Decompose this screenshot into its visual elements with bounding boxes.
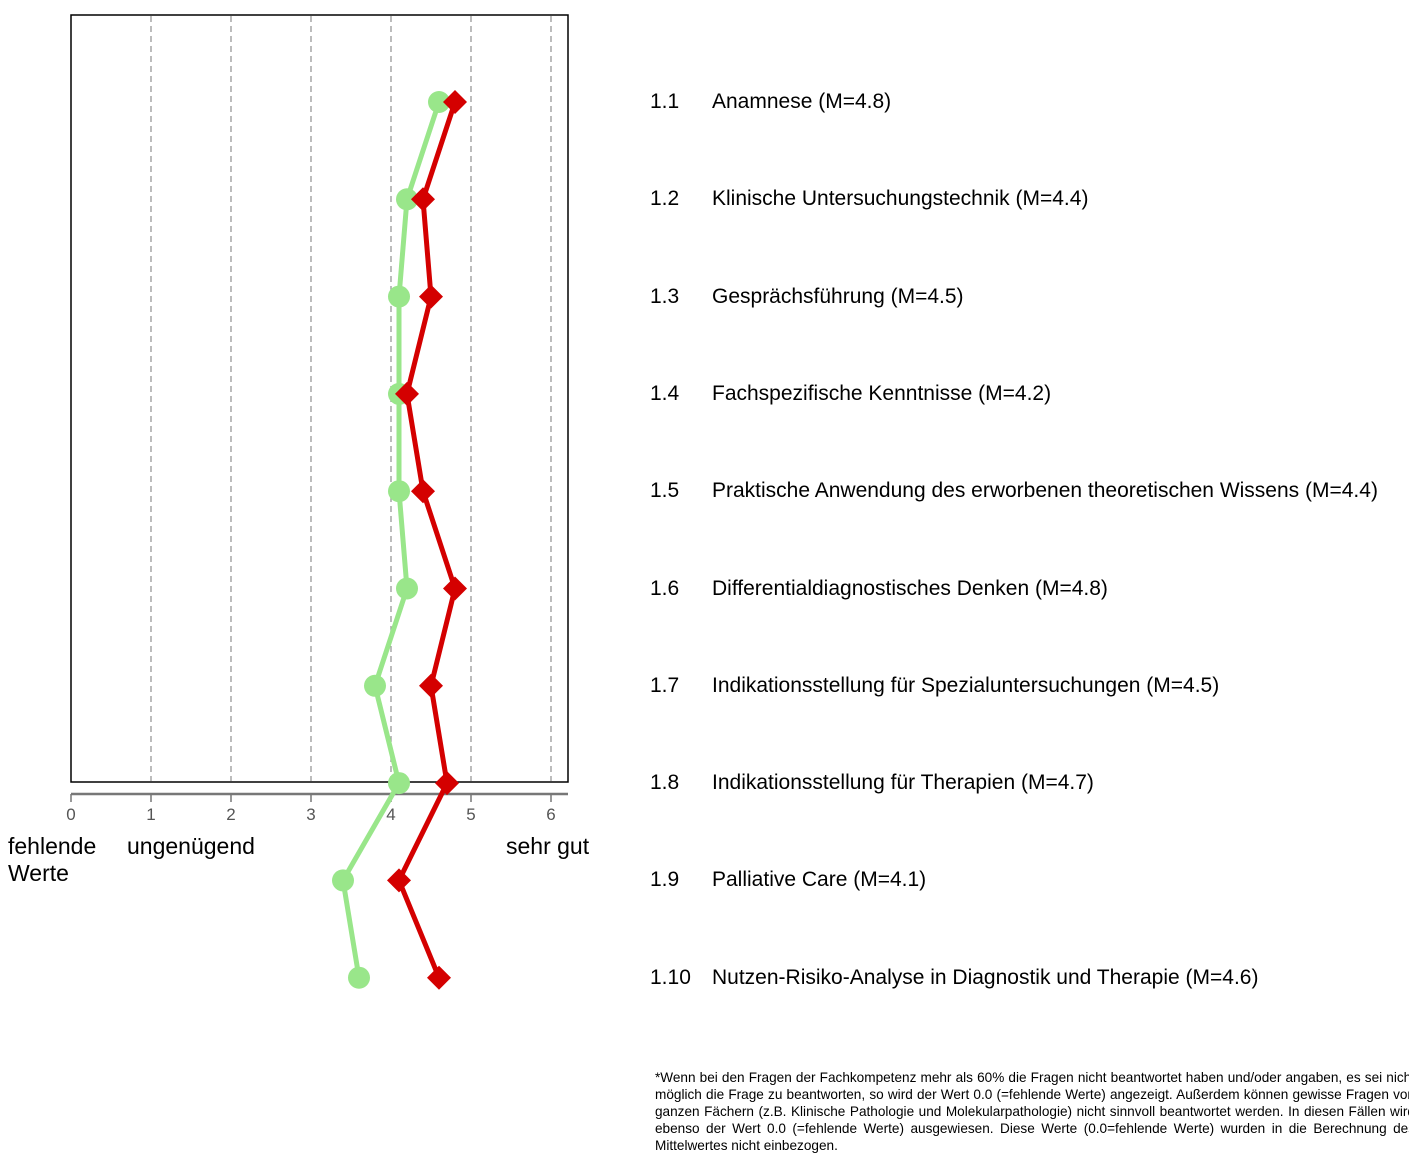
- item-number: 1.5: [650, 479, 680, 503]
- series-2-point-3: [419, 284, 443, 309]
- scale-label-low: ungenügend: [127, 833, 255, 859]
- profile-chart: 0 1 2 3 4 5 6: [66, 14, 569, 990]
- item-label: Anamnese (M=4.8): [712, 90, 892, 113]
- scale-label-missing: fehlende Werte: [8, 833, 97, 886]
- item-label: Nutzen-Risiko-Analyse in Diagnostik und …: [712, 965, 1259, 989]
- series-2-point-2: [411, 187, 435, 212]
- series-1-point-8: [388, 772, 410, 795]
- series-2-point-6: [443, 576, 467, 601]
- series-1-point-5: [388, 480, 410, 503]
- item-row: 1.10 Nutzen-Risiko-Analyse in Diagnostik …: [650, 965, 1405, 990]
- item-label: Palliative Care (M=4.1): [712, 868, 927, 892]
- item-number: 1.9: [650, 868, 680, 892]
- x-tick-label-4: 4: [386, 805, 395, 824]
- series-2-point-4: [395, 381, 419, 406]
- item-label: Fachspezifische Kenntnisse (M=4.2): [712, 381, 1052, 405]
- series-2-point-7: [419, 673, 443, 698]
- x-axis-ticks: 0 1 2 3 4 5 6: [66, 794, 556, 824]
- item-number: 1.7: [650, 673, 680, 697]
- x-tick-label-3: 3: [306, 805, 315, 824]
- series-1-point-9: [332, 869, 354, 892]
- gridlines: [150, 16, 552, 781]
- footnote: *Wenn bei den Fragen der Fachkompetenz m…: [655, 1070, 1409, 1153]
- item-label: Gesprächsführung (M=4.5): [712, 284, 964, 308]
- item-number: 1.2: [650, 187, 680, 211]
- scale-label-high: sehr gut: [506, 833, 590, 859]
- series-2-point-9: [387, 868, 411, 893]
- series-1-point-7: [364, 674, 386, 697]
- item-label: Indikationsstellung für Spezialuntersuch…: [712, 673, 1220, 697]
- item-label: Differentialdiagnostisches Denken (M=4.8…: [712, 576, 1108, 600]
- item-label: Indikationsstellung für Therapien (M=4.7…: [712, 771, 1094, 795]
- item-row: 1.1 Anamnese (M=4.8): [650, 89, 1405, 114]
- item-number: 1.8: [650, 771, 680, 795]
- series-1-point-10: [348, 966, 370, 989]
- item-row: 1.5 Praktische Anwendung des erworbenen t…: [650, 478, 1405, 503]
- item-number: 1.10: [650, 965, 691, 989]
- series-2-point-1: [443, 90, 467, 114]
- series-2-point-5: [411, 479, 435, 504]
- x-tick-label-0: 0: [66, 805, 75, 824]
- item-row: 1.7 Indikationsstellung für Spezialunters…: [650, 673, 1405, 698]
- item-row: 1.3 Gesprächsführung (M=4.5): [650, 284, 1405, 309]
- item-row: 1.2 Klinische Untersuchungstechnik (M=4.4…: [650, 186, 1405, 211]
- series-1-line: [340, 101, 442, 979]
- series-1-point-1: [428, 91, 450, 113]
- x-tick-label-2: 2: [226, 805, 235, 824]
- x-tick-label-5: 5: [466, 805, 475, 824]
- series-2-point-8: [435, 771, 459, 796]
- item-row: 1.8 Indikationsstellung für Therapien (M=…: [650, 770, 1405, 795]
- item-row: 1.6 Differentialdiagnostisches Denken (M=…: [650, 576, 1405, 601]
- item-label: Klinische Untersuchungstechnik (M=4.4): [712, 187, 1089, 211]
- item-number: 1.3: [650, 284, 680, 308]
- item-number: 1.4: [650, 381, 680, 405]
- x-tick-label-1: 1: [146, 805, 155, 824]
- plot-frame: [70, 14, 569, 783]
- series-layer: [332, 90, 467, 990]
- series-2-line: [396, 101, 458, 979]
- series-2-point-10: [427, 965, 451, 990]
- series-1-point-3: [388, 285, 410, 308]
- item-number: 1.1: [650, 90, 680, 113]
- series-1-point-6: [396, 577, 418, 600]
- x-tick-label-6: 6: [546, 805, 555, 824]
- item-row: 1.9 Palliative Care (M=4.1): [650, 867, 1405, 892]
- series-1-point-2: [396, 188, 418, 211]
- item-number: 1.6: [650, 576, 680, 600]
- item-row: 1.4 Fachspezifische Kenntnisse (M=4.2): [650, 381, 1405, 406]
- item-label: Praktische Anwendung des erworbenen theo…: [712, 479, 1378, 503]
